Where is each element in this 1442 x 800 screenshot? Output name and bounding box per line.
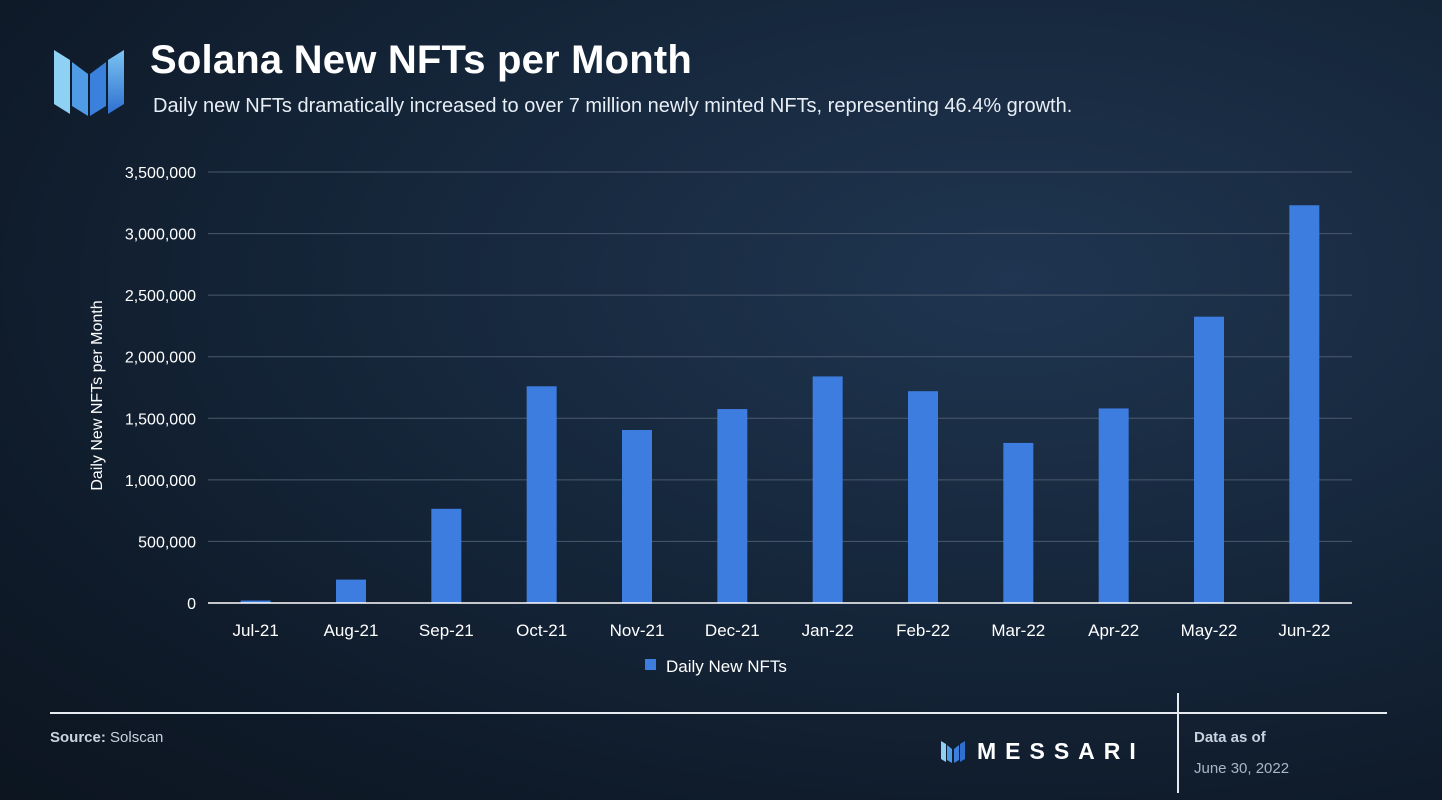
bar-nov-21: [622, 429, 652, 603]
y-tick-label: 0: [187, 596, 196, 613]
y-tick-label: 500,000: [138, 534, 196, 551]
y-tick-label: 1,500,000: [125, 411, 196, 428]
y-tick-label: 3,500,000: [125, 165, 196, 182]
x-tick-label: Apr-22: [1088, 621, 1139, 640]
brand-wordmark: MESSARI: [977, 737, 1145, 764]
footer-divider-vertical: [1177, 693, 1179, 793]
legend: Daily New NFTs: [645, 657, 787, 676]
bars: [240, 205, 1320, 603]
bar-mar-22: [1003, 442, 1034, 603]
x-tick-label: Nov-21: [610, 621, 665, 640]
x-tick-label: Jul-21: [233, 621, 279, 640]
brand-logo: MESSARI: [941, 737, 1145, 765]
bar-may-22: [1194, 316, 1224, 603]
y-tick-label: 2,500,000: [125, 288, 196, 305]
x-tick-label: Oct-21: [516, 621, 567, 640]
legend-swatch: [645, 659, 656, 670]
x-tick-label: May-22: [1181, 621, 1238, 640]
x-tick-label: Jan-22: [802, 621, 854, 640]
bar-dec-21: [717, 409, 748, 603]
x-tick-label: Dec-21: [705, 621, 760, 640]
y-axis-label: Daily New NFTs per Month: [89, 300, 106, 490]
x-tick-label: Jun-22: [1278, 621, 1330, 640]
x-axis-ticks: Jul-21 Aug-21 Sep-21 Oct-21 Nov-21 Dec-21 Jan-…: [233, 621, 1331, 640]
data-as-of-date: June 30, 2022: [1194, 760, 1290, 777]
x-tick-label: Aug-21: [324, 621, 379, 640]
source-label: Source:: [50, 729, 106, 746]
source-note: Source: Solscan: [50, 729, 163, 746]
chart-title: Solana New NFTs per Month: [150, 38, 693, 82]
source-value: Solscan: [110, 729, 164, 746]
bar-apr-22: [1098, 408, 1129, 603]
legend-label: Daily New NFTs: [666, 657, 787, 676]
data-as-of-label: Data as of: [1194, 729, 1266, 746]
bar-jul-21: [240, 600, 271, 603]
y-tick-label: 2,000,000: [125, 350, 196, 367]
y-tick-label: 3,000,000: [125, 227, 196, 244]
bar-jun-22: [1289, 205, 1320, 603]
messari-mark-icon: [941, 741, 965, 763]
bar-jan-22: [812, 376, 843, 603]
bar-feb-22: [908, 391, 938, 603]
footer-divider-horizontal: [50, 712, 1387, 714]
y-tick-label: 1,000,000: [125, 473, 196, 490]
messari-logo-icon: [54, 50, 124, 116]
x-tick-label: Sep-21: [419, 621, 474, 640]
bar-sep-21: [431, 508, 462, 603]
gridlines: [208, 171, 1352, 542]
x-tick-label: Mar-22: [991, 621, 1045, 640]
bar-aug-21: [336, 579, 366, 603]
chart-subtitle: Daily new NFTs dramatically increased to…: [153, 95, 1073, 117]
x-tick-label: Feb-22: [896, 621, 950, 640]
y-axis-ticks: 0 500,000 1,000,000 1,500,000 2,000,000 2,500…: [125, 165, 196, 613]
bar-oct-21: [526, 386, 557, 603]
